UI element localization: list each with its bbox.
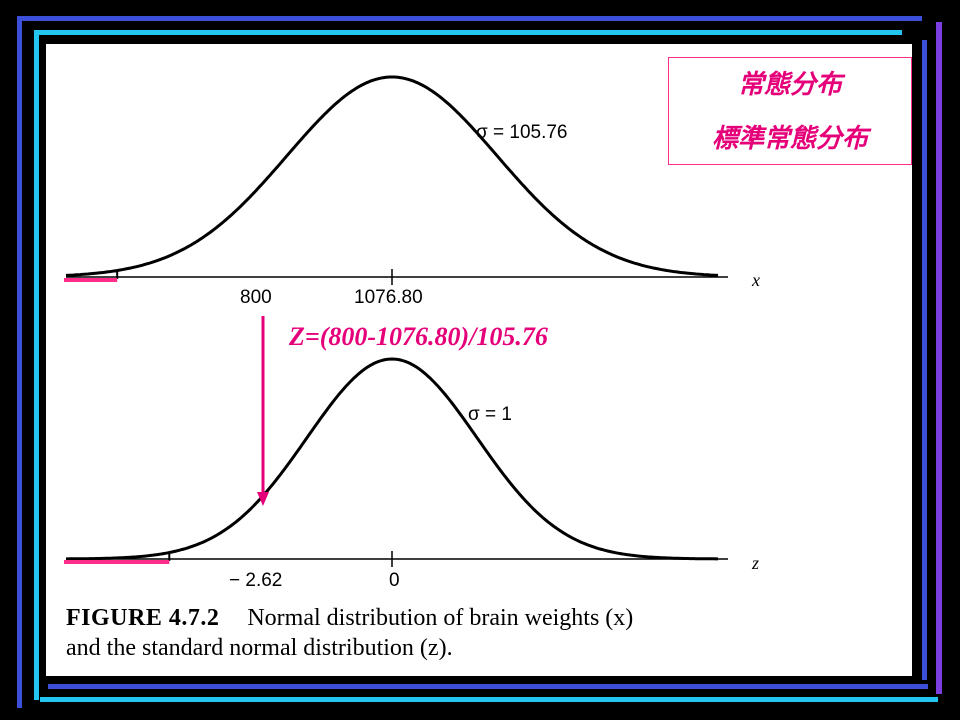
callout-standard-normal: 標準常態分布: [711, 124, 868, 154]
top-sigma-label: σ = 105.76: [476, 122, 568, 143]
tick-label-cutoff: − 2.62: [229, 570, 283, 591]
figure-number: FIGURE 4.7.2: [66, 605, 220, 631]
z-score-formula: Z=(800-1076.80)/105.76: [289, 322, 548, 351]
tick-label-800: 800: [240, 287, 272, 308]
tick-label-mean: 1076.80: [354, 287, 423, 308]
frame-bottom-outer: [40, 697, 938, 702]
normal-curve: [66, 357, 718, 561]
top-axis-variable: x: [752, 270, 760, 290]
top-normal-plot: [64, 75, 728, 285]
frame-left-outer: [17, 16, 22, 708]
frame-top-inner: [34, 30, 902, 35]
distribution-callout: 常態分布 標準常態分布: [668, 57, 912, 165]
tick-label-zero: 0: [389, 570, 400, 591]
caption-line-2: and the standard normal distribution (z)…: [66, 635, 453, 661]
frame-left-inner: [34, 30, 39, 700]
normal-curve: [65, 75, 719, 277]
frame-top-outer: [18, 16, 922, 21]
figure-caption: FIGURE 4.7.2 Normal distribution of brain…: [66, 603, 633, 663]
bottom-axis-variable: z: [752, 553, 760, 573]
bottom-standard-normal-plot: [64, 357, 728, 567]
callout-normal-distribution: 常態分布: [737, 70, 842, 100]
frame-bottom-inner: [48, 684, 928, 689]
frame-right-inner: [922, 40, 927, 680]
bottom-sigma-label: σ = 1: [468, 404, 512, 425]
conversion-arrow-head: [257, 492, 269, 506]
frame-right-outer: [936, 22, 942, 694]
caption-line-1: Normal distribution of brain weights (x): [247, 605, 634, 631]
